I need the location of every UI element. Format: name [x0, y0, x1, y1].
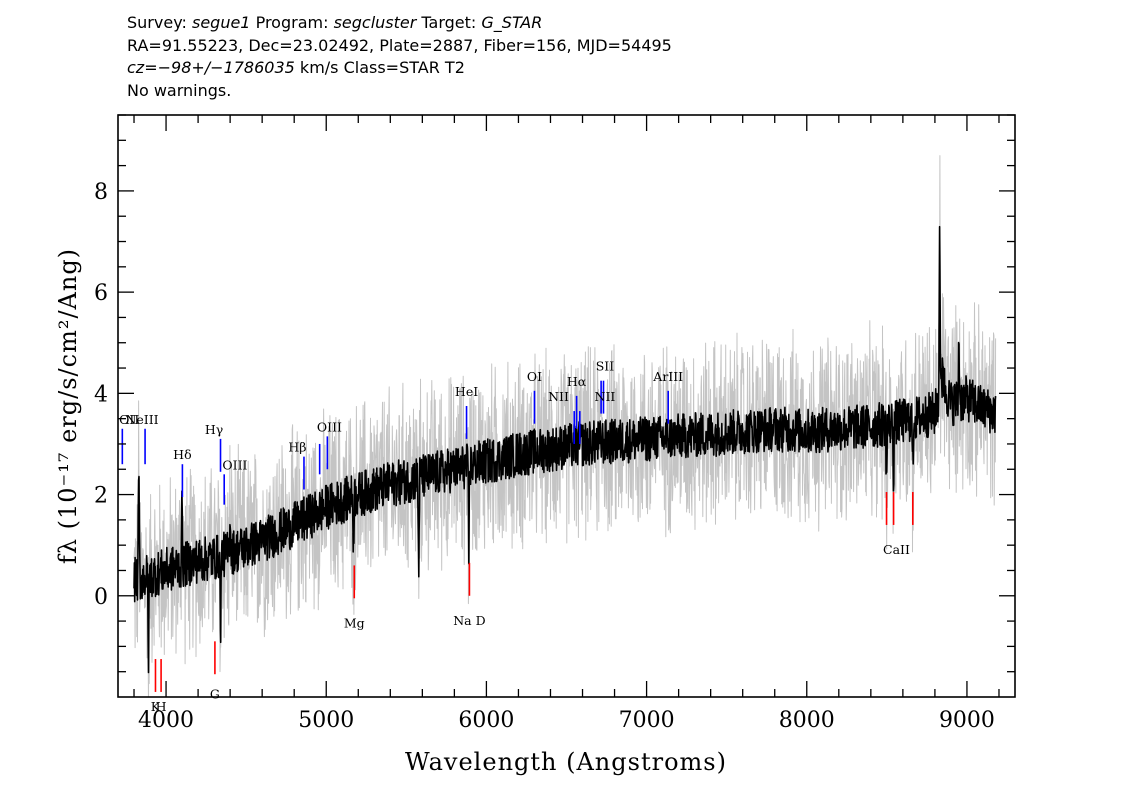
- emission-line-label: NII: [548, 389, 569, 404]
- emission-line-label: ArIII: [652, 369, 683, 384]
- y-tick-label: 8: [94, 180, 108, 205]
- header-line-survey: Survey: segue1 Program: segcluster Targe…: [127, 12, 672, 35]
- y-tick-label: 0: [94, 585, 108, 610]
- header-line-warnings: No warnings.: [127, 80, 232, 100]
- y-tick-label: 2: [94, 484, 108, 509]
- spectral-line-markers: OIINeIIIHδHγOIIIHβOIIIHeIOINIIHαSIINIIAr…: [119, 359, 914, 714]
- x-tick-label: 7000: [619, 708, 675, 733]
- emission-line-label: Hγ: [205, 422, 223, 437]
- plot-frame: [117, 114, 1016, 698]
- absorption-line-label: K: [151, 699, 161, 714]
- emission-line-label: HeI: [455, 384, 478, 399]
- series-layer: [133, 155, 997, 697]
- absorption-line-label: Na D: [453, 613, 485, 628]
- x-axis-title: Wavelength (Angstroms): [405, 748, 727, 776]
- class-value: km/s Class=STAR T2: [299, 58, 465, 77]
- emission-line-label: Hβ: [288, 440, 306, 455]
- emission-line-label: OI: [527, 369, 542, 384]
- survey-value: segue1: [191, 13, 251, 32]
- header-line-coordinates: RA=91.55223, Dec=23.02492, Plate=2887, F…: [127, 35, 672, 55]
- survey-label: Survey:: [127, 13, 187, 32]
- axis-ticks: 4000 5000 6000 7000 8000 9000 0 2 4 6 8: [94, 114, 1015, 733]
- flux-error-series: [133, 155, 997, 697]
- y-tick-label: 6: [94, 281, 108, 306]
- emission-line-label: OII: [119, 412, 139, 427]
- x-tick-label: 4000: [138, 708, 194, 733]
- y-axis-title: fλ (10⁻¹⁷ erg/s/cm²/Ang): [54, 248, 82, 564]
- emission-line-label: OIII: [317, 419, 342, 434]
- spectrum-header: Survey: segue1 Program: segcluster Targe…: [127, 12, 672, 102]
- absorption-line-label: Mg: [344, 615, 365, 630]
- program-label: Program:: [255, 13, 329, 32]
- header-line-redshift: cz=−98+/−1786035 km/s Class=STAR T2: [127, 57, 672, 80]
- x-tick-label: 9000: [939, 708, 995, 733]
- emission-line-label: NII: [595, 389, 616, 404]
- emission-line-label: SII: [596, 359, 615, 374]
- target-label: Target:: [421, 13, 477, 32]
- absorption-line-label: CaII: [883, 542, 910, 557]
- emission-line-label: OIII: [222, 457, 247, 472]
- x-tick-label: 6000: [458, 708, 514, 733]
- flux-series: [133, 225, 997, 674]
- emission-line-label: Hα: [567, 374, 587, 389]
- absorption-line-label: H: [156, 699, 167, 714]
- x-tick-label: 8000: [779, 708, 835, 733]
- program-value: segcluster: [333, 13, 417, 32]
- emission-line-label: Hδ: [173, 447, 191, 462]
- y-tick-label: 4: [94, 382, 108, 407]
- emission-line-label: NeIII: [125, 412, 158, 427]
- cz-value: cz=−98+/−1786035: [127, 58, 295, 77]
- x-tick-label: 5000: [298, 708, 354, 733]
- absorption-line-label: G: [210, 686, 220, 701]
- target-value: G_STAR: [481, 13, 543, 32]
- series-group: [133, 155, 997, 697]
